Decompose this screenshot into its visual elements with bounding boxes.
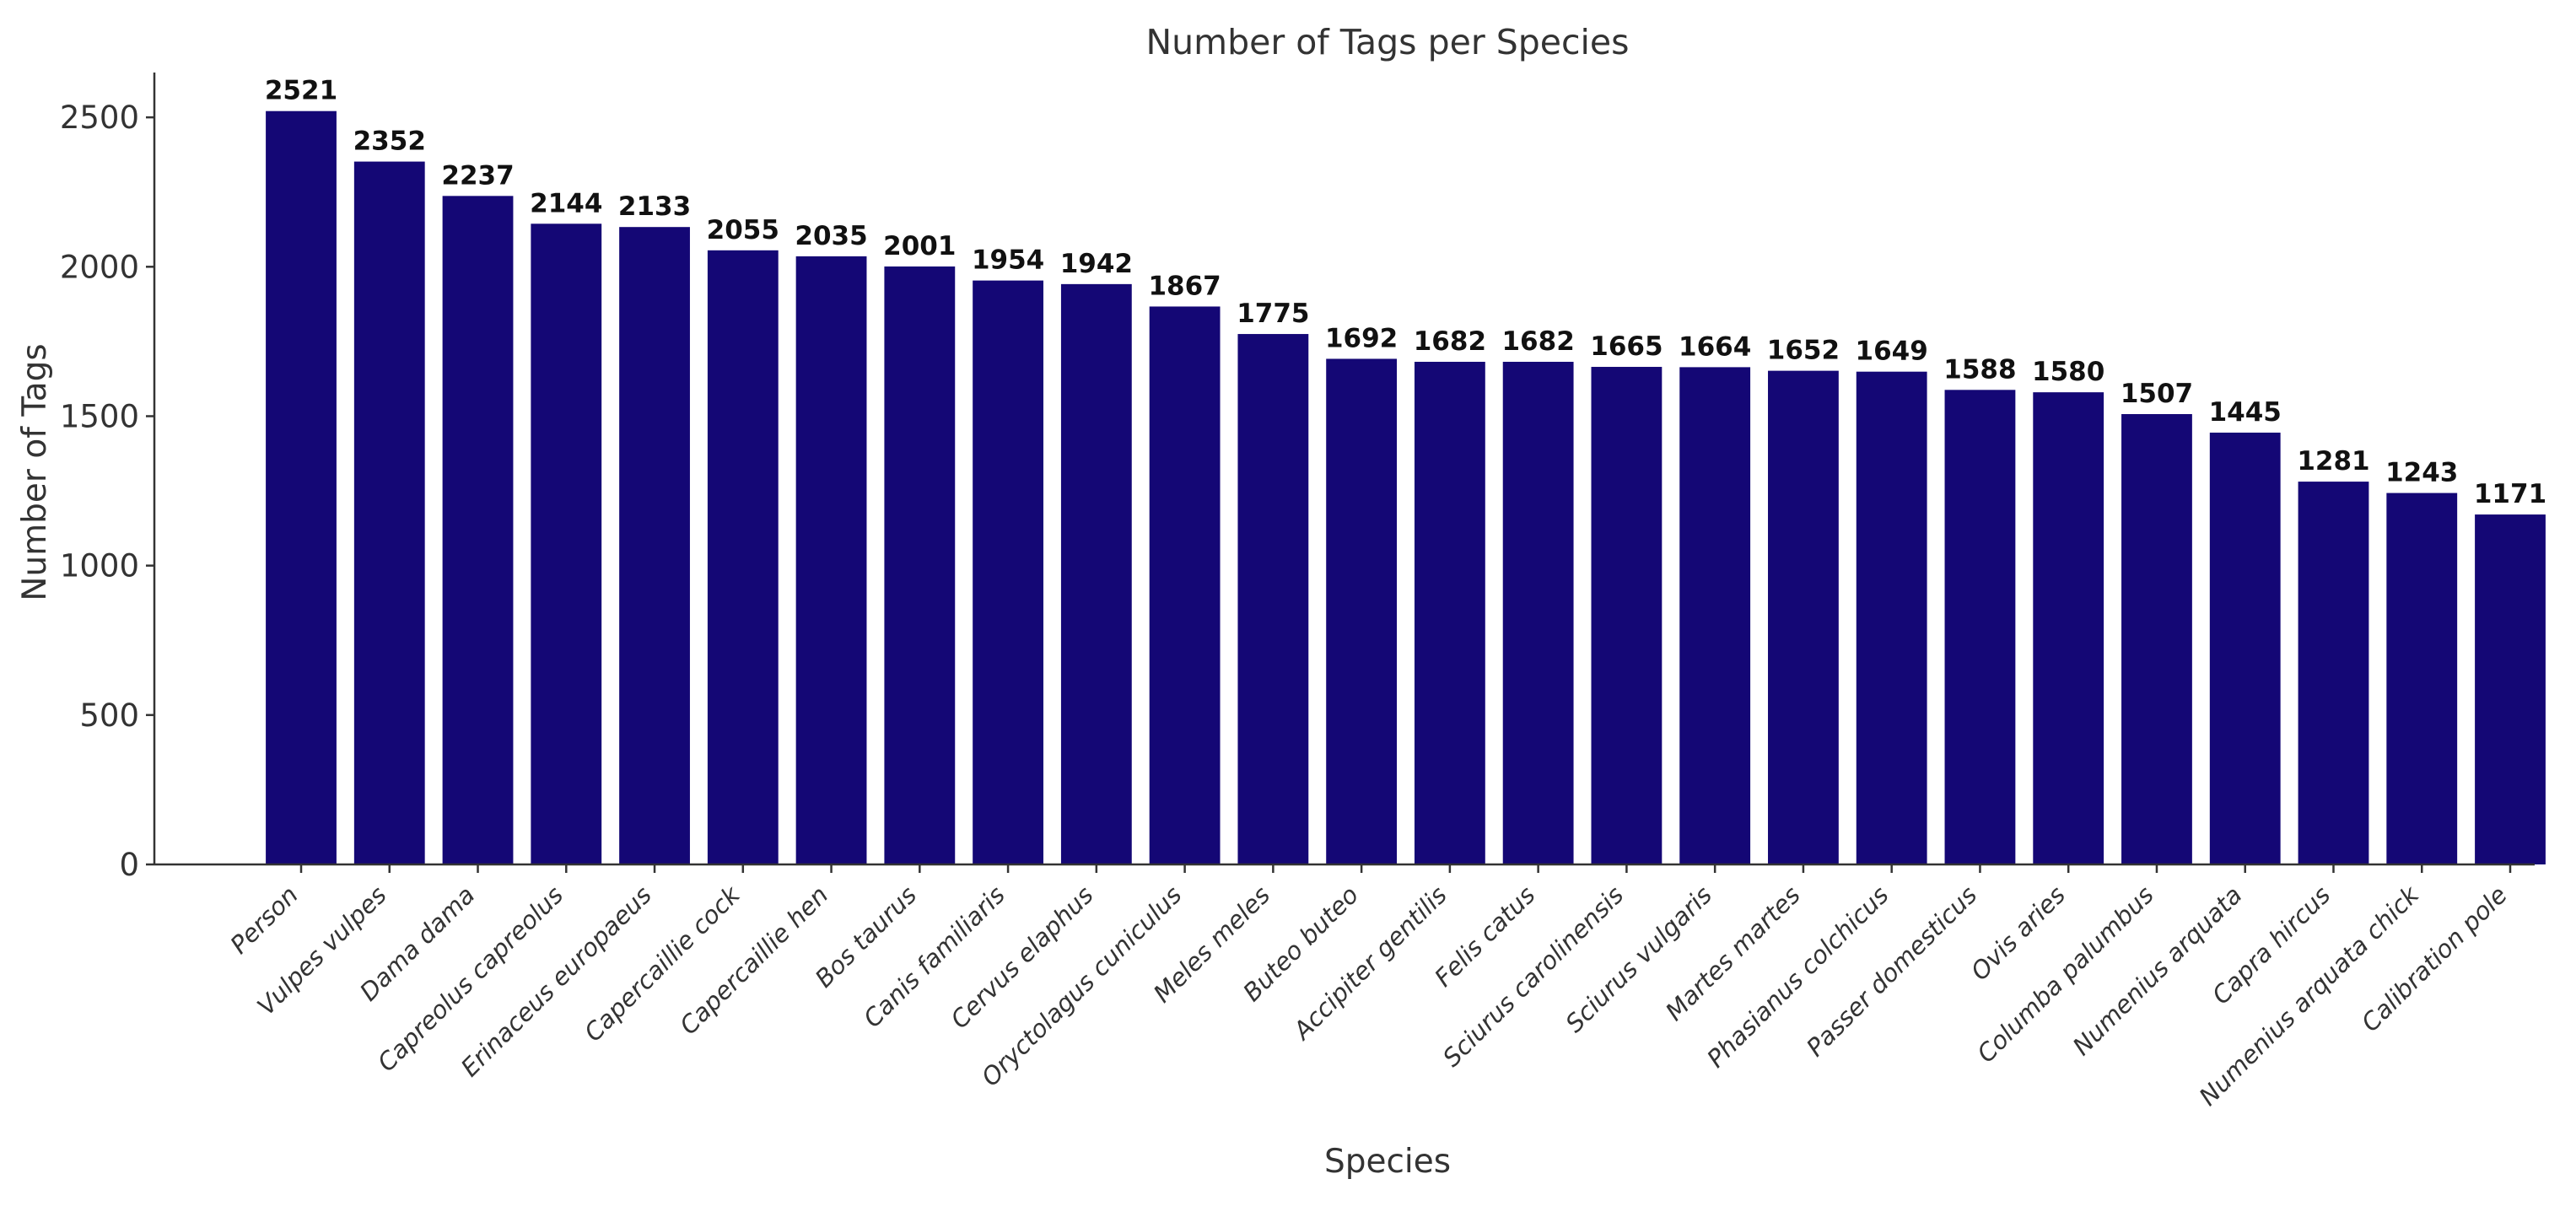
bar (1679, 367, 1751, 864)
value-label: 1588 (1943, 354, 2016, 385)
bar (2298, 482, 2369, 864)
bar (353, 161, 425, 865)
bar (619, 227, 690, 864)
value-label: 1682 (1414, 326, 1486, 357)
x-tick-label: Capercaillie hen (674, 880, 833, 1040)
x-tick-label: Passer domesticus (1801, 880, 1982, 1062)
x-axis-label: Species (1324, 1143, 1451, 1181)
value-label: 1692 (1325, 323, 1398, 353)
bar (973, 280, 1043, 864)
value-label: 1281 (2297, 446, 2369, 476)
value-labels-group: 2521 2352 2237 2144 2133 2055 2035 2001 1954 1942… (265, 76, 2546, 509)
value-label: 1243 (2385, 458, 2458, 488)
value-label: 2144 (530, 188, 602, 218)
bar (1856, 371, 1927, 864)
x-tick-label: Capercaillie cock (579, 880, 746, 1047)
value-label: 2133 (618, 191, 691, 222)
value-label: 1445 (2209, 397, 2282, 428)
bar (2033, 392, 2104, 864)
y-tick-label: 0 (119, 847, 139, 883)
value-label: 1580 (2032, 357, 2104, 387)
bar (1414, 362, 1485, 864)
bar (442, 196, 514, 865)
bar (1237, 334, 1309, 864)
bars-group (266, 110, 2546, 865)
x-tick-label: Sciurus vulgaris (1560, 880, 1717, 1038)
bar (1944, 390, 2016, 864)
x-tick-label: Accipiter gentilis (1286, 880, 1452, 1046)
value-label: 1775 (1237, 299, 1309, 329)
bar (884, 266, 956, 865)
bar (1060, 283, 1132, 864)
value-label: 2001 (883, 231, 956, 261)
bar (1502, 362, 1574, 864)
x-tick-label: Person (224, 880, 304, 960)
bar (266, 110, 337, 864)
value-label: 1664 (1679, 331, 1751, 362)
y-tick-label: 1000 (60, 548, 139, 584)
bar (1591, 367, 1663, 864)
bar (2475, 514, 2546, 864)
value-label: 1507 (2121, 379, 2193, 409)
bar (795, 256, 867, 864)
value-label: 1171 (2474, 479, 2546, 509)
value-label: 2237 (441, 160, 514, 191)
y-axis-ticks: 0 500 1000 1500 2000 2500 (60, 100, 154, 883)
chart-title: Number of Tags per Species (1145, 22, 1629, 62)
bar (2209, 432, 2281, 864)
y-tick-label: 500 (79, 697, 139, 734)
bar (2386, 493, 2458, 864)
x-tick-label: Columba palumbus (1971, 880, 2159, 1069)
value-label: 1867 (1148, 271, 1221, 301)
value-label: 1682 (1501, 326, 1574, 357)
bar (1326, 358, 1398, 865)
bar (1149, 306, 1221, 864)
bar (707, 250, 779, 865)
y-tick-label: 1500 (60, 398, 139, 434)
y-axis-label: Number of Tags (16, 343, 54, 600)
bar (1768, 370, 1839, 864)
x-tick-label: Numenius arquata (2067, 880, 2248, 1061)
value-label: 2035 (795, 221, 867, 251)
x-tick-label: Calibration pole (2356, 880, 2513, 1037)
y-tick-label: 2000 (60, 249, 139, 285)
value-label: 1652 (1767, 336, 1840, 366)
bar (2121, 414, 2192, 864)
value-label: 2055 (707, 215, 779, 245)
value-label: 1954 (972, 245, 1044, 276)
value-label: 2352 (353, 127, 426, 157)
y-tick-label: 2500 (60, 100, 139, 136)
value-label: 1942 (1060, 249, 1133, 279)
value-label: 1665 (1590, 331, 1663, 362)
bar (531, 223, 602, 864)
value-label: 2521 (265, 76, 337, 106)
value-label: 1649 (1856, 336, 1928, 367)
